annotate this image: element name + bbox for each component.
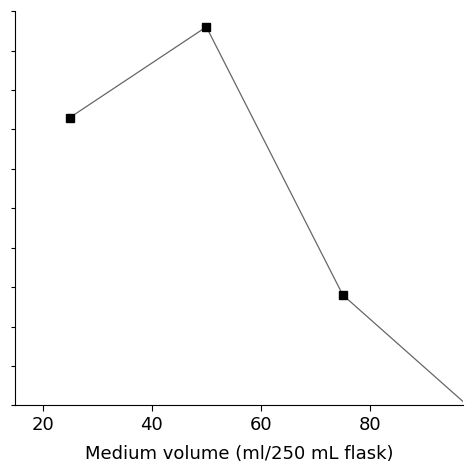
X-axis label: Medium volume (ml/250 mL flask): Medium volume (ml/250 mL flask): [85, 445, 393, 463]
